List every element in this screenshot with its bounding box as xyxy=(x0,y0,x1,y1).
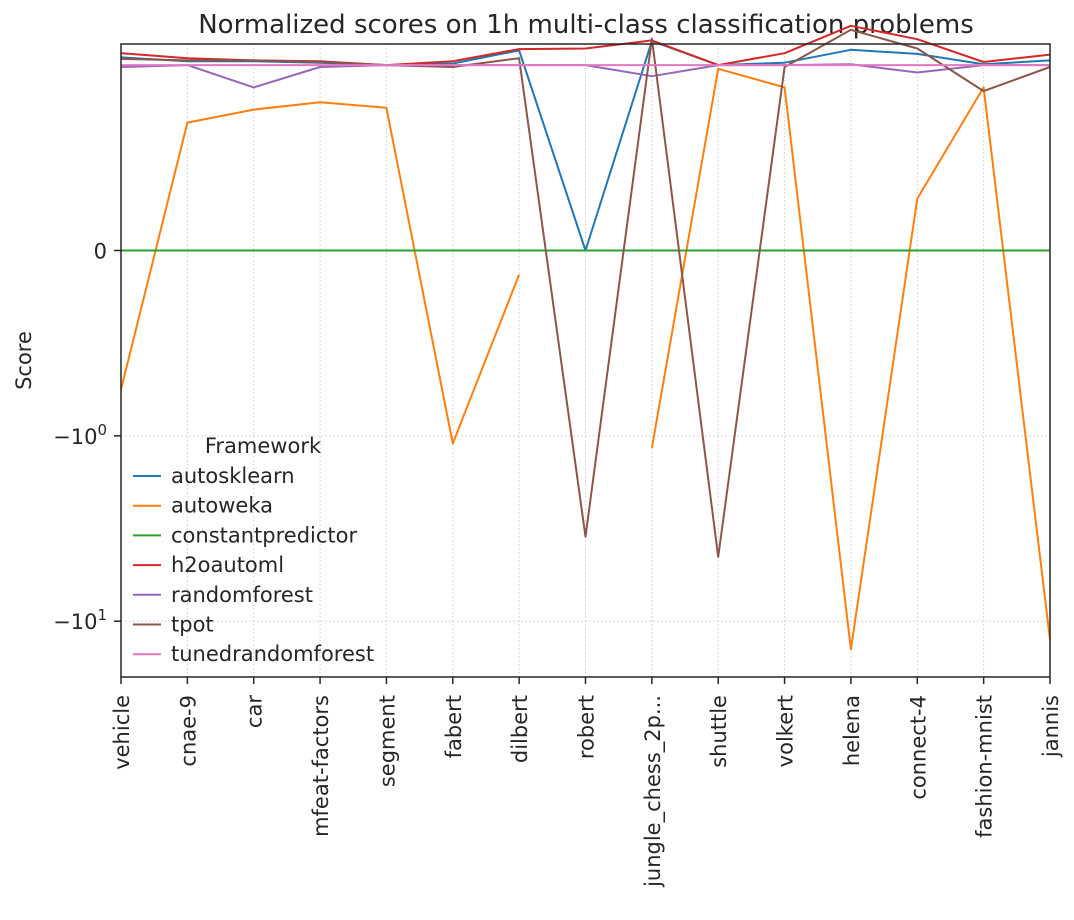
x-tick-label: jungle_chess_2p... xyxy=(641,695,666,888)
series-line-autoweka xyxy=(120,67,1051,651)
y-tick-label: −101 xyxy=(53,606,107,634)
x-tick-label: vehicle xyxy=(110,695,134,770)
series-line-tpot xyxy=(120,28,1051,558)
y-tick-label: 0 xyxy=(94,239,107,263)
x-tick-label: car xyxy=(243,695,267,728)
legend-label: randomforest xyxy=(171,583,313,607)
x-tick-label: mfeat-factors xyxy=(309,695,333,837)
x-tick-label: dilbert xyxy=(508,695,532,763)
legend-label: autoweka xyxy=(171,494,273,518)
series-line-randomforest xyxy=(120,63,1050,89)
legend: Framework autosklearn autoweka constantpre… xyxy=(133,434,374,666)
legend-label: autosklearn xyxy=(171,464,295,488)
x-tick-label: connect-4 xyxy=(906,695,930,800)
x-tick-label: cnae-9 xyxy=(176,695,200,767)
x-tick-label: jannis xyxy=(1039,695,1063,758)
y-tick-label: −100 xyxy=(53,421,107,449)
x-tick-label: shuttle xyxy=(707,695,731,768)
y-axis-label: Score xyxy=(12,331,36,390)
legend-label: h2oautoml xyxy=(171,553,284,577)
x-tick-label: fashion-mnist xyxy=(973,695,997,838)
x-axis: vehicle cnae-9 car mfeat-factors segment fabe… xyxy=(110,677,1063,888)
legend-label: constantpredictor xyxy=(171,523,358,547)
legend-label: tpot xyxy=(171,613,214,637)
series-lines xyxy=(120,24,1051,651)
legend-title: Framework xyxy=(205,434,322,458)
legend-label: tunedrandomforest xyxy=(171,642,374,666)
y-axis: 0 −100 −101 xyxy=(53,239,121,634)
chart-title: Normalized scores on 1h multi-class clas… xyxy=(198,10,974,40)
x-tick-label: robert xyxy=(575,695,599,759)
x-tick-label: fabert xyxy=(442,695,466,758)
x-tick-label: segment xyxy=(375,695,399,787)
x-tick-label: volkert xyxy=(774,695,798,767)
x-tick-label: helena xyxy=(840,695,864,766)
